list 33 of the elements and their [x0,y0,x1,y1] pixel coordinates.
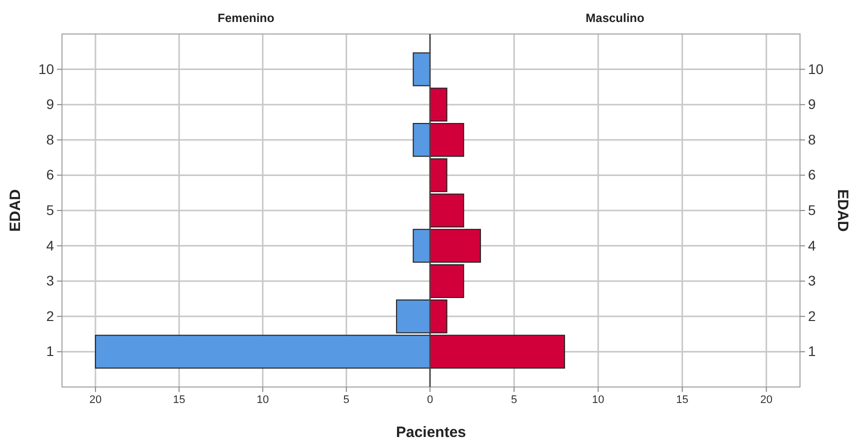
x-tick-label: 20 [760,394,772,406]
x-tick-label: 10 [592,394,604,406]
chart-title: Femenino [218,11,274,25]
y-tick-label: 5 [46,202,54,218]
y-tick-label: 3 [808,272,816,289]
bar [412,52,430,86]
y-tick-label: 2 [46,308,54,324]
x-tick-label: 10 [256,394,269,406]
y-tick-label: 8 [46,131,54,148]
y-tick-label: 4 [46,237,54,254]
x-tick-label: 15 [676,394,688,406]
x-axis-title: Pacientes [396,424,466,441]
x-tick-label: 5 [343,394,350,406]
y-tick-label: 10 [808,60,824,77]
y-tick-label: 9 [46,96,54,112]
y-tick-label: 9 [808,96,816,112]
chart-title: Masculino [586,11,644,25]
y-tick-label: 2 [808,308,816,324]
y-tick-label: 8 [808,131,816,148]
x-tick-label: 20 [89,394,102,406]
y-tick-label: 3 [46,272,54,289]
x-tick-label: 15 [172,394,186,406]
y-tick-label: 4 [808,237,816,254]
x-tick-label: 5 [511,394,518,406]
y-tick-label: 10 [38,60,54,77]
y-axis-title: EDAD [7,189,24,232]
y-tick-label: 6 [808,166,816,183]
y-tick-label: 1 [808,343,816,360]
y-tick-label: 5 [808,202,816,218]
y-tick-label: 1 [46,343,54,360]
x-tick-label: 0 [426,394,434,406]
y-axis-title: EDAD [834,189,851,232]
y-tick-label: 6 [46,166,54,183]
